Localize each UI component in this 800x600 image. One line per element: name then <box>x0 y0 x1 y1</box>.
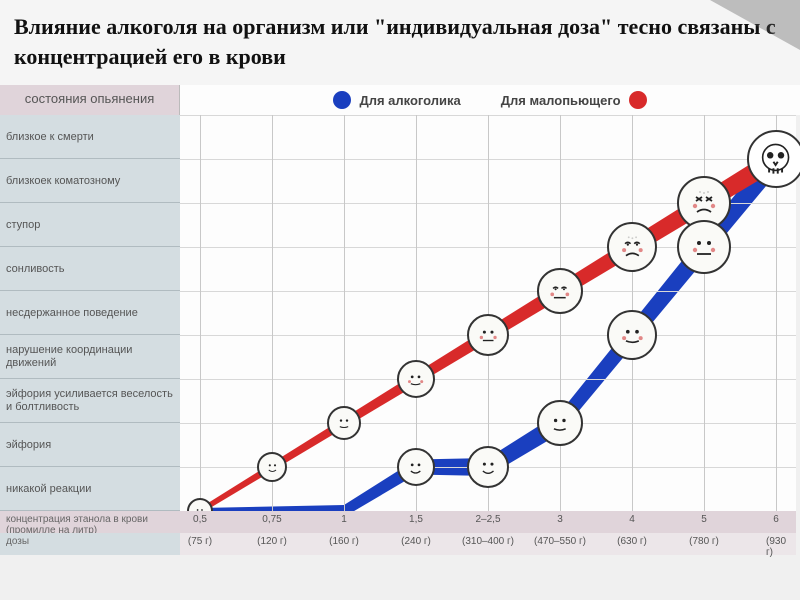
x-tick-dose: (75 г) <box>188 536 212 547</box>
y-state-label: ступор <box>0 203 180 247</box>
legend-label-light: Для малопьющего <box>501 93 621 108</box>
legend-swatch-alcoholic <box>333 91 351 109</box>
face-marker-light <box>537 268 583 314</box>
y-axis-labels: близкое к смертиблизкоек коматозномуступ… <box>0 115 180 511</box>
x-tick-promille: 2–2,5 <box>475 514 500 525</box>
face-marker-light <box>397 360 435 398</box>
face-marker-light <box>257 452 287 482</box>
page-corner-decoration <box>710 0 800 50</box>
x-tick-promille: 1 <box>341 514 347 525</box>
x-axis-dose-values: (75 г) (120 г) (160 г) (240 г) (310–400 г) (4… <box>180 533 796 555</box>
x-tick-promille: 0,5 <box>193 514 207 525</box>
x-tick-dose: (470–550 г) <box>534 536 586 547</box>
gridline-v <box>344 115 345 511</box>
gridline-v <box>200 115 201 511</box>
x-tick-promille: 3 <box>557 514 563 525</box>
legend-item-light: Для малопьющего <box>501 91 647 109</box>
y-state-label: сонливость <box>0 247 180 291</box>
face-marker-light <box>747 130 800 188</box>
face-marker-alcoholic <box>607 310 657 360</box>
page-title: Влияние алкоголя на организм или "индиви… <box>0 0 800 85</box>
face-marker-alcoholic <box>397 448 435 486</box>
x-tick-promille: 4 <box>629 514 635 525</box>
face-marker-light <box>607 222 657 272</box>
x-axis-promille-label: концентрация этанола в крови (промилле н… <box>0 511 180 533</box>
y-state-label: несдержанное поведение <box>0 291 180 335</box>
legend-label-alcoholic: Для алкоголика <box>359 93 460 108</box>
plot-area <box>180 115 796 511</box>
x-tick-dose: (930 г) <box>766 536 786 558</box>
face-marker-alcoholic <box>467 446 509 488</box>
x-tick-dose: (310–400 г) <box>462 536 514 547</box>
y-state-label: нарушение координации движений <box>0 335 180 379</box>
y-state-label: близкое к смерти <box>0 115 180 159</box>
x-tick-dose: (630 г) <box>617 536 647 547</box>
x-tick-dose: (120 г) <box>257 536 287 547</box>
legend: Для алкоголика Для малопьющего <box>180 85 800 115</box>
x-tick-dose: (780 г) <box>689 536 719 547</box>
x-tick-promille: 5 <box>701 514 707 525</box>
x-tick-dose: (240 г) <box>401 536 431 547</box>
face-marker-alcoholic <box>677 220 731 274</box>
legend-swatch-light <box>629 91 647 109</box>
face-marker-alcoholic <box>537 400 583 446</box>
x-axis-dose-label: дозы <box>0 533 180 555</box>
y-state-label: эйфория усиливается веселость и болтливо… <box>0 379 180 423</box>
face-marker-light <box>467 314 509 356</box>
chart-container: состояния опьянения Для алкоголика Для м… <box>0 85 800 581</box>
x-tick-promille: 6 <box>773 514 779 525</box>
y-axis-header: состояния опьянения <box>0 85 180 115</box>
x-axis-promille-values: 0,5 0,75 1 1,5 2–2,5 3 4 5 6 <box>180 511 796 533</box>
x-tick-dose: (160 г) <box>329 536 359 547</box>
gridline-v <box>704 115 705 511</box>
y-state-label: близкоек коматозному <box>0 159 180 203</box>
legend-item-alcoholic: Для алкоголика <box>333 91 460 109</box>
x-tick-promille: 1,5 <box>409 514 423 525</box>
x-tick-promille: 0,75 <box>262 514 281 525</box>
face-marker-light <box>327 406 361 440</box>
y-state-label: никакой реакции <box>0 467 180 511</box>
y-state-label: эйфория <box>0 423 180 467</box>
